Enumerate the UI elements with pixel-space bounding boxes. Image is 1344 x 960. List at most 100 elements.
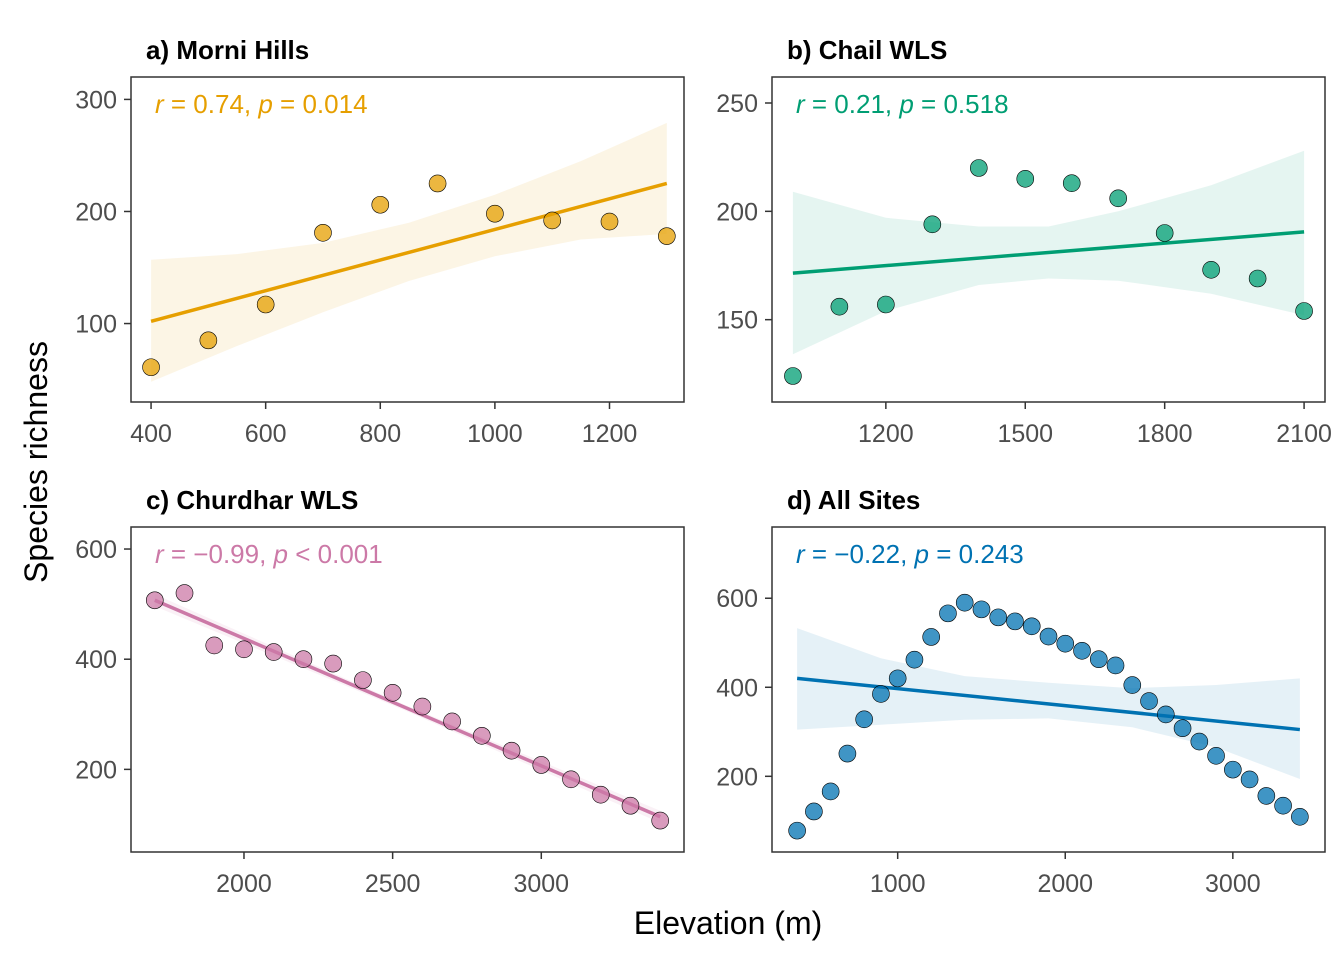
data-point — [1109, 189, 1128, 208]
data-point — [1248, 269, 1267, 288]
data-point — [1274, 796, 1292, 815]
x-tick-label: 1500 — [997, 420, 1053, 448]
data-point — [1173, 719, 1192, 738]
data-point — [923, 215, 942, 234]
data-point — [805, 802, 823, 821]
panel-chail-wls: 1200 1500 1800 2100 150 200 250 b) Chail WLS r =… — [716, 35, 1332, 448]
data-point — [784, 367, 802, 385]
data-point — [989, 608, 1008, 627]
data-point — [314, 223, 332, 242]
data-point — [1202, 261, 1220, 279]
data-point — [205, 636, 224, 655]
data-point — [1056, 634, 1075, 653]
x-tick-label: 600 — [245, 420, 287, 448]
data-point — [294, 650, 313, 669]
y-tick-label: 600 — [75, 536, 117, 564]
x-tick-label: 1000 — [467, 420, 523, 448]
data-point — [855, 710, 873, 729]
data-point — [877, 295, 895, 314]
data-point — [1039, 627, 1058, 646]
data-point — [1006, 612, 1024, 631]
data-point — [428, 174, 447, 193]
data-point — [1155, 224, 1174, 242]
data-point — [1016, 170, 1035, 188]
data-point — [1062, 174, 1081, 192]
data-point — [145, 591, 164, 610]
data-point — [969, 159, 988, 177]
panel-border — [130, 526, 685, 853]
regression-line — [154, 598, 661, 819]
x-tick-label: 2000 — [216, 870, 272, 898]
panel-all-sites: 1000 2000 3000 200 400 600 d) All Sites r = −0.… — [716, 485, 1326, 898]
data-point — [905, 650, 924, 669]
data-point — [1190, 732, 1209, 751]
data-point — [1140, 692, 1158, 710]
data-point — [486, 204, 504, 223]
y-tick-label: 400 — [716, 674, 758, 702]
data-point — [264, 643, 283, 661]
data-point — [922, 628, 940, 646]
x-tick-label: 2000 — [1037, 870, 1093, 898]
data-point — [443, 712, 461, 731]
data-point — [383, 684, 402, 702]
panel-border — [130, 76, 685, 403]
y-tick-label: 300 — [75, 86, 117, 114]
data-point — [371, 195, 390, 214]
data-point — [199, 331, 218, 350]
y-tick-label: 200 — [75, 198, 117, 226]
correlation-label: r = −0.99, p < 0.001 — [155, 539, 383, 569]
x-tick-label: 800 — [359, 420, 401, 448]
data-point — [591, 785, 610, 804]
data-point — [939, 604, 957, 623]
data-point — [1022, 617, 1041, 636]
data-point — [888, 669, 907, 688]
y-tick-label: 600 — [716, 585, 758, 613]
x-tick-label: 2500 — [365, 870, 421, 898]
y-tick-label: 400 — [75, 646, 117, 674]
data-point — [354, 671, 372, 689]
data-point — [473, 726, 491, 745]
data-point — [658, 227, 676, 245]
data-point — [821, 782, 840, 801]
data-point — [413, 697, 432, 716]
panel-title: d) All Sites — [787, 485, 920, 515]
x-tick-label: 3000 — [513, 870, 569, 898]
data-point — [621, 796, 640, 815]
data-point — [543, 211, 561, 230]
y-axis-title: Species richness — [18, 341, 54, 583]
data-point — [502, 741, 521, 760]
panel-title: b) Chail WLS — [787, 35, 947, 65]
data-point — [830, 297, 849, 316]
data-point — [1106, 656, 1125, 675]
data-point — [532, 756, 551, 774]
data-point — [955, 593, 974, 612]
y-tick-label: 250 — [716, 90, 758, 118]
data-point — [1291, 808, 1309, 826]
panel-border — [771, 526, 1326, 853]
panel-title: a) Morni Hills — [146, 35, 309, 65]
data-point — [1295, 302, 1313, 320]
y-tick-label: 150 — [716, 307, 758, 335]
data-point — [324, 654, 342, 673]
data-point — [600, 212, 619, 231]
y-tick-label: 200 — [716, 198, 758, 226]
data-point — [872, 685, 890, 703]
y-tick-label: 200 — [75, 756, 117, 784]
panel-title: c) Churdhar WLS — [146, 485, 358, 515]
data-point — [1157, 705, 1175, 724]
data-point — [1073, 641, 1091, 660]
data-point — [1123, 676, 1142, 694]
data-point — [1257, 787, 1276, 805]
x-tick-label: 3000 — [1205, 870, 1261, 898]
data-point — [838, 744, 857, 763]
data-point — [651, 811, 670, 830]
data-point — [175, 584, 194, 602]
x-tick-label: 2100 — [1276, 420, 1332, 448]
y-tick-label: 200 — [716, 763, 758, 791]
panel-border — [771, 76, 1326, 403]
x-tick-label: 1800 — [1137, 420, 1193, 448]
data-point — [562, 770, 580, 789]
panel-morni-hills: 400 600 800 1000 1200 100 200 300 a) Morni Hills… — [75, 35, 685, 448]
panel-churdhar-wls: 2000 2500 3000 200 400 600 c) Churdhar WLS r = … — [75, 485, 685, 898]
